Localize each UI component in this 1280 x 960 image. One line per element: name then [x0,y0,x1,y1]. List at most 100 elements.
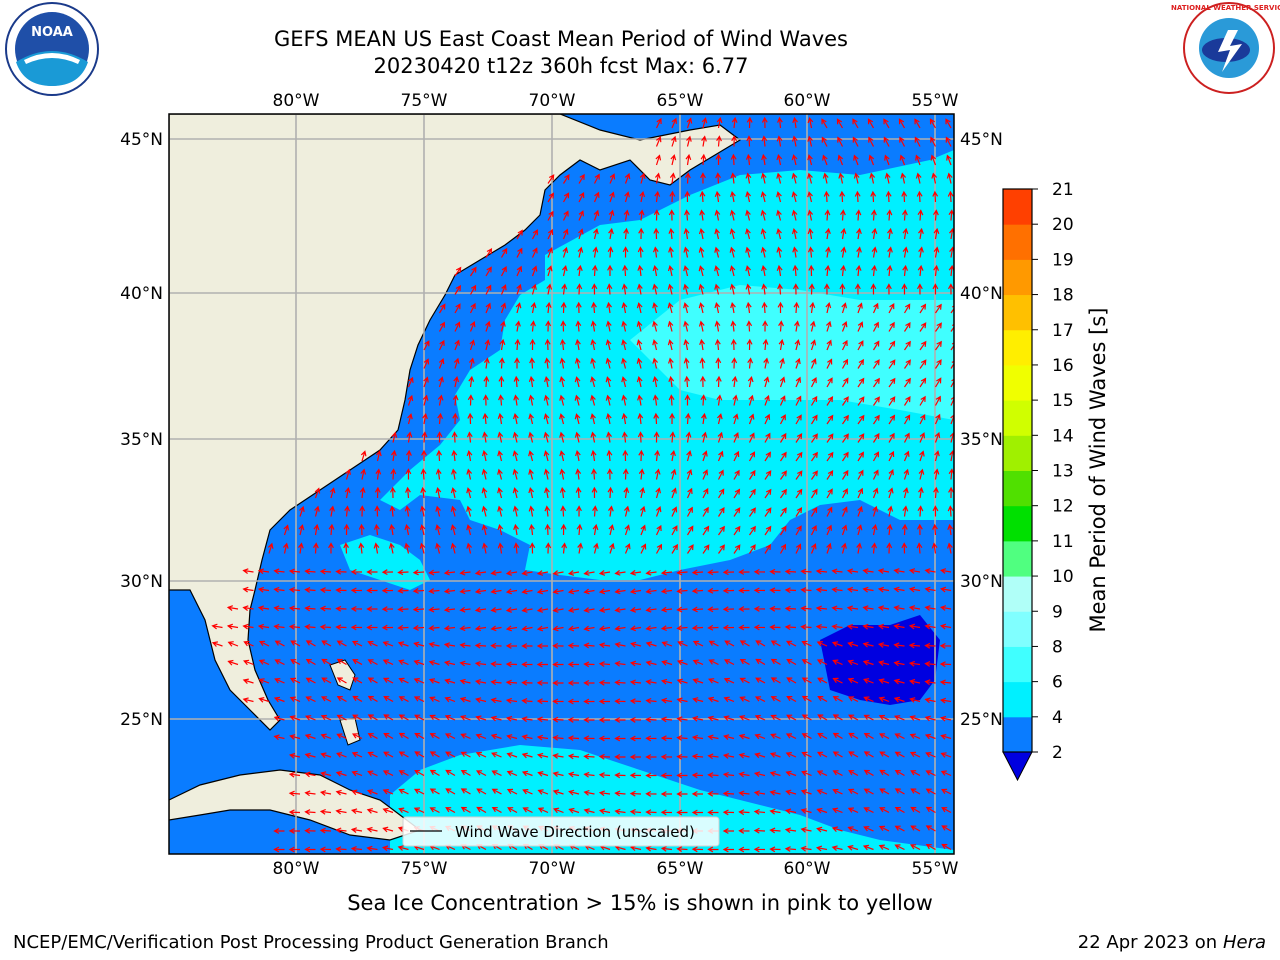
wave-direction-arrow [544,375,550,388]
wave-direction-arrow [521,770,533,777]
wave-direction-arrow [639,505,646,517]
wave-direction-arrow [738,790,750,797]
wave-direction-arrow [840,209,846,221]
wave-direction-arrow [576,523,583,536]
colorbar-tick-label: 4 [1052,708,1063,728]
wave-direction-arrow [877,605,890,611]
wave-direction-arrow [645,606,657,613]
wave-direction-arrow [469,266,477,277]
wave-direction-arrow [405,468,412,480]
wave-direction-arrow [336,714,347,721]
wave-direction-arrow [552,625,564,632]
wave-direction-arrow [683,283,689,295]
wave-direction-arrow [320,771,332,777]
wave-direction-arrow [614,735,626,742]
wave-direction-arrow [800,568,812,575]
wave-direction-arrow [590,394,596,406]
wave-direction-arrow [887,246,893,258]
wave-direction-arrow [319,605,332,612]
wave-direction-arrow [842,396,849,406]
wave-direction-arrow [919,340,927,351]
wave-direction-arrow [893,678,905,685]
wave-direction-arrow [817,696,828,703]
wave-direction-arrow [848,714,859,721]
wave-direction-arrow [810,320,816,332]
wave-direction-arrow [815,587,828,593]
wave-direction-arrow [637,246,644,258]
wave-direction-arrow [795,507,803,517]
wave-direction-arrow [505,715,518,722]
wave-direction-arrow [497,468,503,480]
wave-direction-arrow [528,523,535,536]
wave-direction-arrow [490,661,502,668]
wave-direction-arrow [350,808,363,815]
wave-direction-arrow [623,505,630,517]
wave-direction-arrow [512,412,519,425]
wave-direction-arrow [817,677,828,684]
wave-direction-arrow [918,468,925,480]
wave-direction-arrow [474,679,487,685]
wave-direction-arrow [770,733,781,740]
wave-direction-arrow [544,486,550,499]
wave-direction-arrow [686,544,694,554]
wave-direction-arrow [945,136,952,147]
colorbar-tick-label: 8 [1052,637,1063,657]
wave-direction-arrow [925,752,936,758]
wave-direction-arrow [816,659,828,666]
wave-direction-arrow [948,209,954,221]
wave-direction-arrow [903,322,911,332]
wave-direction-arrow [366,826,378,833]
footer-host: Hera [1222,932,1266,953]
wave-direction-arrow [404,542,410,554]
wave-direction-arrow [420,468,427,480]
wave-direction-arrow [623,486,630,499]
wave-direction-arrow [821,136,828,147]
wave-direction-arrow [886,209,893,221]
wave-direction-arrow [919,377,927,388]
wave-direction-arrow [359,505,366,517]
wave-direction-arrow [546,283,553,295]
wave-direction-arrow [730,190,736,203]
wave-direction-arrow [857,451,864,462]
wave-direction-arrow [505,661,518,668]
wave-direction-arrow [841,377,849,388]
wave-direction-arrow [933,468,940,480]
wave-direction-arrow [506,788,518,795]
wave-direction-arrow [336,752,347,758]
wave-direction-arrow [614,570,626,576]
wave-direction-arrow [482,542,488,554]
wave-direction-arrow [893,623,905,630]
wave-direction-arrow [888,396,896,406]
wave-direction-arrow [428,606,440,613]
wave-direction-arrow [466,449,473,462]
wave-direction-arrow [915,172,922,184]
wave-direction-arrow [481,468,488,480]
wave-direction-arrow [397,569,409,576]
wave-direction-arrow [894,825,905,832]
wave-direction-arrow [760,172,767,184]
wave-direction-arrow [257,586,270,593]
wave-direction-arrow [567,570,580,576]
wave-direction-arrow [552,680,564,686]
wave-direction-arrow [459,696,471,703]
wave-direction-arrow [707,696,719,703]
wave-direction-arrow [668,394,675,406]
wave-direction-arrow [288,568,301,575]
wave-direction-arrow [832,751,843,758]
colorbar-segment [1003,189,1032,225]
wave-direction-arrow [609,191,615,203]
wave-direction-arrow [528,431,534,443]
colorbar-tick-label: 15 [1052,391,1074,411]
wave-direction-arrow [382,770,394,777]
wave-direction-arrow [490,697,502,704]
wave-direction-arrow [691,753,704,760]
wave-direction-arrow [505,697,518,704]
wave-direction-arrow [521,643,533,649]
wave-direction-arrow [784,587,797,594]
sea-ice-note: Sea Ice Concentration > 15% is shown in … [347,891,933,915]
wave-direction-arrow [925,806,936,814]
wave-direction-arrow [700,394,707,406]
wave-direction-arrow [608,227,614,240]
wave-direction-arrow [738,827,750,834]
wave-direction-arrow [873,377,880,388]
